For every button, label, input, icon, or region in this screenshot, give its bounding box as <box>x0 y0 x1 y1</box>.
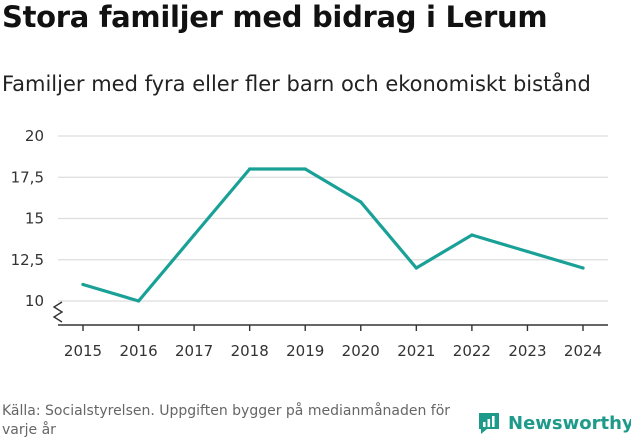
x-tick-label: 2021 <box>397 342 435 360</box>
y-tick-label: 20 <box>25 127 44 145</box>
x-tick-label: 2024 <box>564 342 602 360</box>
axis-break-icon <box>52 301 64 323</box>
x-tick-label: 2016 <box>119 342 157 360</box>
chart-title: Stora familjer med bidrag i Lerum <box>2 0 548 34</box>
y-tick-label: 12,5 <box>11 251 44 269</box>
data-point <box>581 266 585 270</box>
data-point <box>414 266 418 270</box>
x-axis-labels: 2015 2016 2017 2018 2019 2020 2021 2022 2023 2024 <box>64 342 602 360</box>
data-point <box>136 299 141 303</box>
x-tick-label: 2019 <box>286 342 324 360</box>
data-point <box>525 249 530 254</box>
grid-lines <box>58 135 608 302</box>
data-point <box>470 233 474 237</box>
x-tick-label: 2023 <box>508 342 546 360</box>
y-tick-label: 10 <box>25 292 44 310</box>
series-line <box>81 167 585 303</box>
x-tick-label: 2017 <box>175 342 213 360</box>
data-point <box>81 282 85 287</box>
x-tick-label: 2015 <box>64 342 102 360</box>
series-group <box>81 167 585 303</box>
x-tick-label: 2018 <box>231 342 269 360</box>
data-point <box>248 167 252 171</box>
brand-name: Newsworthy <box>508 412 631 434</box>
x-tick-label: 2020 <box>342 342 380 360</box>
data-point <box>303 167 307 171</box>
data-point <box>359 200 363 204</box>
x-tick-label: 2022 <box>453 342 491 360</box>
y-tick-label: 15 <box>25 210 44 228</box>
y-axis-labels: 10 12,5 15 17,5 20 <box>11 127 44 310</box>
y-tick-label: 17,5 <box>11 168 44 186</box>
x-axis <box>52 301 608 331</box>
newsworthy-logo-icon <box>479 413 499 434</box>
source-note: Källa: Socialstyrelsen. Uppgiften bygger… <box>2 403 451 438</box>
data-point <box>192 233 196 237</box>
chart-subtitle: Familjer med fyra eller fler barn och ek… <box>2 72 591 96</box>
brand-logo[interactable]: Newsworthy <box>476 410 631 436</box>
